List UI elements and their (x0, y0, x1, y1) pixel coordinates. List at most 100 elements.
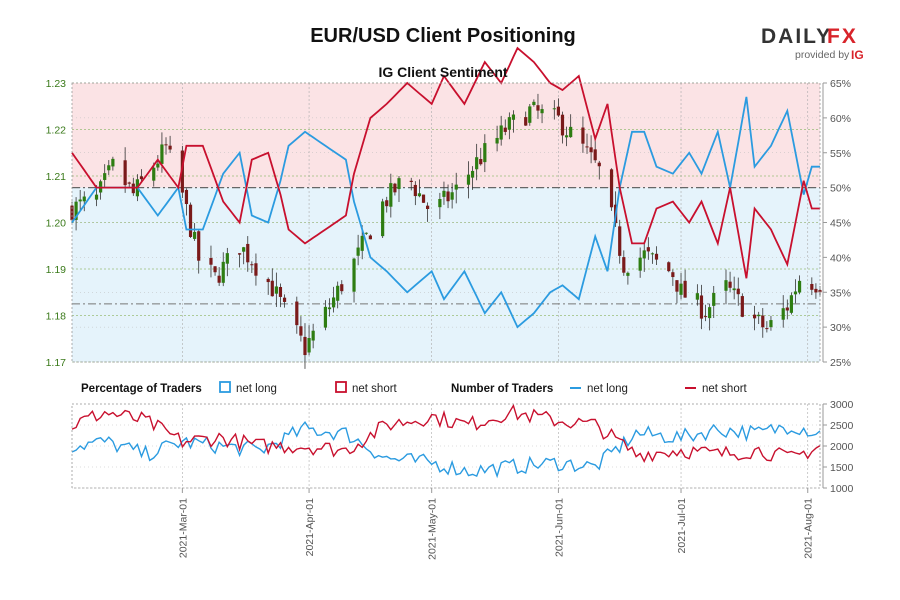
candle-body (695, 293, 699, 300)
candle-body (417, 193, 422, 197)
net-long-pct-line (71, 96, 820, 329)
percent-tick-label: 65% (830, 78, 851, 90)
count-tick-label: 1000 (830, 483, 854, 495)
candle-body (470, 170, 475, 178)
candle-body (454, 184, 458, 190)
candle-body (364, 232, 368, 234)
price-tick-label: 1.20 (46, 218, 67, 230)
chart-title: EUR/USD Client Positioning (310, 25, 576, 47)
candle-body (466, 174, 471, 185)
candle-body (732, 288, 736, 291)
candle-body (311, 330, 315, 341)
candle-body (450, 192, 454, 200)
candle-body (593, 149, 597, 161)
count-tick-label: 2000 (830, 441, 854, 453)
date-tick-label: 2021-May-01 (427, 498, 439, 560)
candle-body (270, 280, 274, 297)
candle-body (168, 145, 172, 150)
percent-tick-label: 40% (830, 252, 851, 264)
candle-body (589, 147, 593, 153)
count-tick-label: 2500 (830, 420, 854, 432)
percent-tick-label: 30% (830, 322, 851, 334)
percent-tick-label: 60% (830, 113, 851, 125)
candlesticks (70, 93, 822, 369)
legend-pct-short-label: net short (352, 383, 398, 395)
candle-body (757, 314, 761, 317)
candle-body (724, 280, 728, 291)
candle-body (184, 189, 189, 205)
date-axis: 2021-Mar-01 2021-Apr-01 2021-May-01 2021-Ju… (177, 488, 815, 560)
candle-body (442, 190, 446, 197)
percent-tick-label: 35% (830, 287, 851, 299)
candle-body (712, 292, 716, 306)
candle-body (274, 286, 278, 294)
candle-body (503, 127, 507, 132)
candle-body (646, 247, 650, 252)
lower-panel-border (71, 403, 821, 489)
legend-pct-long-swatch (219, 381, 231, 393)
candle-body (426, 205, 430, 210)
candle-body (127, 182, 131, 184)
candle-body (397, 178, 401, 190)
candle-body (569, 126, 573, 138)
candle-body (528, 106, 532, 123)
candle-body (225, 253, 229, 264)
candle-body (679, 283, 683, 295)
candle-body (810, 283, 814, 290)
candle-body (213, 266, 217, 273)
candle-body (282, 297, 287, 302)
candle-body (331, 297, 336, 308)
date-tick-label: 2021-Apr-01 (304, 498, 316, 557)
percent-axis: 25% 30% 35% 40% 45% 50% 55% 60% 65% (822, 78, 851, 369)
candle-body (761, 315, 765, 328)
candle-body (209, 257, 213, 265)
candle-body (111, 158, 115, 167)
price-tick-label: 1.19 (46, 264, 67, 276)
candle-body (785, 307, 789, 311)
candle-body (409, 180, 413, 182)
price-tick-label: 1.21 (46, 171, 67, 183)
candle-body (107, 165, 111, 171)
candle-body (123, 160, 127, 186)
main-panel-border (71, 82, 821, 363)
candle-body (511, 114, 516, 120)
brand-ig: IG (851, 48, 864, 62)
candle-body (197, 231, 201, 261)
candle-body (389, 183, 393, 207)
candle-body (237, 253, 242, 255)
candle-body (246, 243, 250, 263)
candle-body (753, 314, 757, 319)
candle-body (254, 263, 258, 276)
candle-body (797, 280, 802, 293)
candle-body (703, 316, 708, 318)
main-grid (72, 82, 820, 363)
candle-body (765, 328, 769, 330)
candle-body (307, 337, 311, 353)
candle-body (74, 201, 78, 220)
candle-body (193, 231, 197, 239)
candle-body (769, 320, 773, 328)
candle-body (654, 253, 659, 260)
candle-body (507, 117, 511, 130)
candle-body (421, 194, 426, 203)
legend-num-long-label: net long (587, 383, 628, 395)
candle-body (479, 159, 483, 165)
candle-body (475, 157, 479, 170)
candle-body (650, 253, 655, 255)
net-short-area (72, 83, 820, 188)
candle-body (642, 250, 646, 259)
candle-body (156, 163, 160, 168)
percent-tick-label: 45% (830, 218, 851, 230)
candle-body (242, 247, 246, 252)
price-tick-label: 1.23 (46, 78, 67, 90)
candle-body (438, 198, 442, 208)
candle-body (303, 336, 307, 356)
brand-name-right: FX (827, 25, 858, 48)
candle-body (164, 144, 168, 146)
candle-body (139, 176, 144, 180)
legend-pct-long-label: net long (236, 383, 277, 395)
candle-body (532, 101, 536, 106)
candle-body (671, 272, 675, 278)
candle-body (295, 301, 299, 326)
